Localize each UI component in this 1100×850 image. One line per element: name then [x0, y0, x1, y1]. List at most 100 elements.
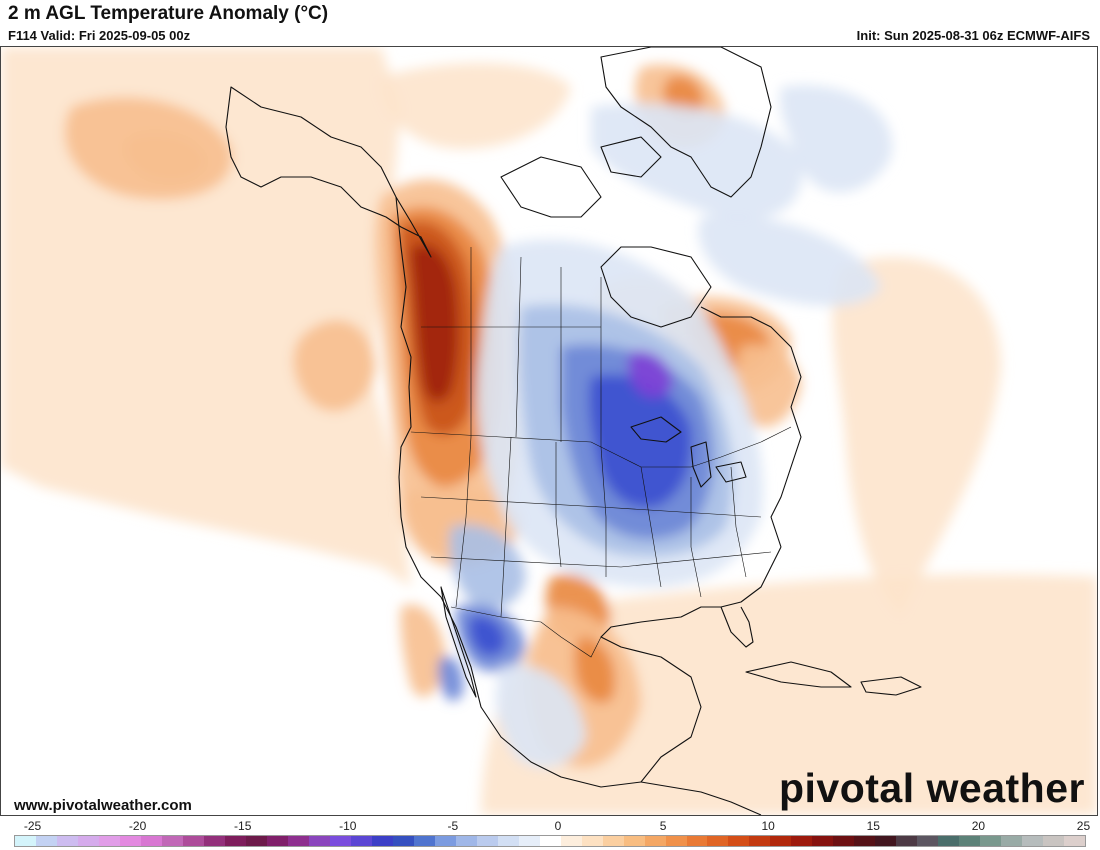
colorbar-swatch [476, 836, 498, 846]
header: 2 m AGL Temperature Anomaly (°C) F114 Va… [0, 0, 1100, 46]
colorbar-tick-label: -15 [234, 819, 252, 833]
colorbar-tick-label: 5 [659, 819, 667, 833]
colorbar-tick-label: -10 [339, 819, 357, 833]
colorbar-swatch [350, 836, 372, 846]
colorbar-swatch [203, 836, 225, 846]
colorbar-swatch [140, 836, 162, 846]
central-america [640, 781, 762, 815]
colorbar-tick-label: 10 [761, 819, 775, 833]
hudson-bay [600, 246, 712, 328]
geography-outlines [225, 47, 922, 815]
colorbar-swatch [266, 836, 288, 846]
init-time: Init: Sun 2025-08-31 06z ECMWF-AIFS [856, 28, 1090, 43]
colorbar-swatch [728, 836, 750, 846]
colorbar-swatch [245, 836, 267, 846]
ontario-cold-core [628, 351, 673, 398]
colorbar-tick-label: 25 [1076, 819, 1091, 833]
colorbar-swatch [77, 836, 99, 846]
canada-province-lines [421, 247, 602, 447]
arctic-cool [591, 103, 803, 220]
colorbar-swatch [518, 836, 540, 846]
colorbar-swatch [644, 836, 666, 846]
colorbar-swatch [917, 836, 939, 846]
political-boundaries [410, 247, 792, 658]
mexico-east-warm [574, 637, 616, 704]
map-title: 2 m AGL Temperature Anomaly (°C) [8, 3, 329, 24]
cuba [745, 661, 852, 688]
colorbar-swatch [287, 836, 309, 846]
atlantic-coastline [700, 306, 802, 548]
mexico-cool [496, 665, 586, 768]
colorbar-swatch [98, 836, 120, 846]
colorbar-tick-label: -5 [447, 819, 459, 833]
colorbar-swatch [392, 836, 414, 846]
colorbar-tick-label: 0 [554, 819, 562, 833]
colorbar-swatch [749, 836, 771, 846]
colorbar-swatch [1001, 836, 1023, 846]
southwest-cold-core [468, 616, 506, 656]
map-panel[interactable] [0, 46, 1098, 816]
colorbar-tick-label: 15 [866, 819, 880, 833]
colorbar-tick-label: 20 [971, 819, 986, 833]
northwest-hot-core [410, 243, 459, 403]
colorbar-swatch [455, 836, 477, 846]
colorbar-swatch [413, 836, 435, 846]
colorbar-swatch [665, 836, 687, 846]
colorbar-swatch [581, 836, 603, 846]
caribbean-warm [481, 574, 1097, 815]
colorbar-swatch [35, 836, 57, 846]
us-mexico-border [450, 606, 602, 658]
colorbar-swatch [161, 836, 183, 846]
website-url: www.pivotalweather.com [14, 797, 192, 814]
great-lakes-cold-3 [588, 374, 692, 508]
temperature-anomaly-map[interactable] [1, 47, 1097, 815]
alaska-coastline [225, 86, 432, 258]
arctic-warm [380, 63, 571, 149]
colorbar-swatch [1064, 836, 1086, 846]
hispaniola [860, 676, 922, 696]
colorbar-swatch [119, 836, 141, 846]
colorbar-swatch [182, 836, 204, 846]
gulf-of-california-cool [438, 656, 464, 702]
rockies-cool [449, 524, 526, 609]
colorbar-swatch [707, 836, 729, 846]
valid-time: F114 Valid: Fri 2025-09-05 00z [8, 28, 191, 43]
colorbar-swatch [1022, 836, 1044, 846]
colorbar-swatch [434, 836, 456, 846]
colorbar-swatch [938, 836, 960, 846]
greenland-outline [600, 47, 772, 198]
colorbar-swatch [686, 836, 708, 846]
gulf-coastline [600, 546, 782, 783]
colorbar-swatch [854, 836, 876, 846]
arctic-islands [500, 136, 662, 218]
anomaly-shading [1, 47, 1097, 815]
east-pacific-warm [293, 320, 376, 412]
colorbar-swatch [224, 836, 246, 846]
colorbar-swatch [980, 836, 1002, 846]
colorbar-swatch [329, 836, 351, 846]
colorbar-swatch [371, 836, 393, 846]
colorbar-swatch [875, 836, 897, 846]
colorbar-tick-labels: -25 -20 -15 -10 -5 0 5 10 15 20 25 [0, 819, 1100, 833]
pivotal-weather-logo: pivotal weather [779, 765, 1085, 811]
florida [720, 606, 754, 648]
colorbar-swatch [497, 836, 519, 846]
colorbar-swatch [15, 836, 36, 846]
colorbar-swatch [812, 836, 834, 846]
colorbar-swatch [308, 836, 330, 846]
labrador-cool [698, 215, 881, 306]
colorbar-swatch [560, 836, 582, 846]
colorbar-swatch [602, 836, 624, 846]
us-state-lines [420, 436, 772, 618]
colorbar-swatch [959, 836, 981, 846]
baja-warm [400, 604, 446, 697]
north-pacific-warm-core [125, 133, 206, 182]
atlantic-warm-field [832, 257, 1001, 617]
colorbar-swatch [1043, 836, 1065, 846]
baja-peninsula [440, 586, 477, 698]
colorbar-tick-label: -20 [128, 819, 147, 833]
colorbar-swatch [896, 836, 918, 846]
colorbar-tick-label: -25 [23, 819, 42, 833]
baffin-cool [780, 85, 893, 193]
colorbar-swatch [56, 836, 78, 846]
